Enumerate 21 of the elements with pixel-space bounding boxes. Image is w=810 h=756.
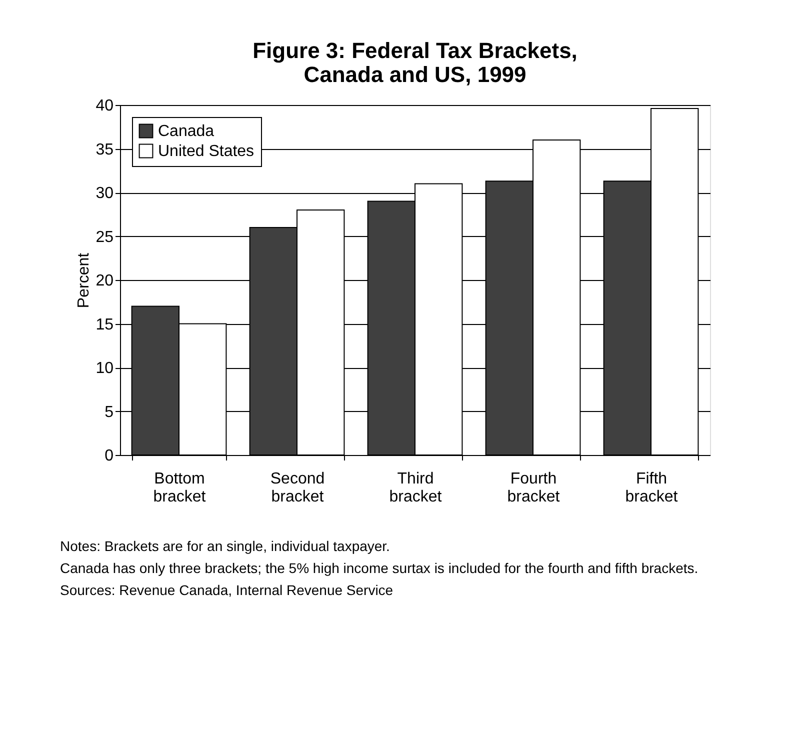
legend-label: Canada: [158, 123, 214, 140]
x-tick-label: Fourth bracket: [507, 470, 560, 506]
y-tick-label: 25: [96, 228, 114, 246]
y-tick-label: 5: [104, 404, 114, 421]
y-axis-title: Percent: [76, 252, 93, 308]
y-tick-label: 35: [96, 141, 114, 158]
y-tick-label: 30: [96, 185, 114, 202]
x-tick-label: Fifth bracket: [625, 470, 678, 506]
y-tick-label: 0: [104, 448, 114, 464]
legend-label: United States: [158, 143, 254, 160]
text: Notes: Brackets are for an single, individual taxpayer.: [60, 538, 390, 554]
x-tick-label: Third bracket: [389, 470, 442, 506]
y-tick-label: 10: [96, 360, 114, 377]
y-tick-label: 15: [96, 316, 114, 334]
source-note: Sources: Revenue Canada, Internal Revenue Service: [60, 582, 394, 598]
text: Canada has only three brackets; the 5% high income surtax is included for the fourth and fifth brackets.: [60, 560, 698, 576]
y-tick-label: 40: [96, 98, 114, 114]
x-tick-label: Bottom bracket: [153, 470, 206, 506]
y-tick-label: 20: [96, 272, 114, 290]
x-tick-label: Second bracket: [270, 470, 325, 506]
chart-title: Figure 3: Federal Tax Brackets, Canada and US, 1999: [252, 38, 578, 87]
